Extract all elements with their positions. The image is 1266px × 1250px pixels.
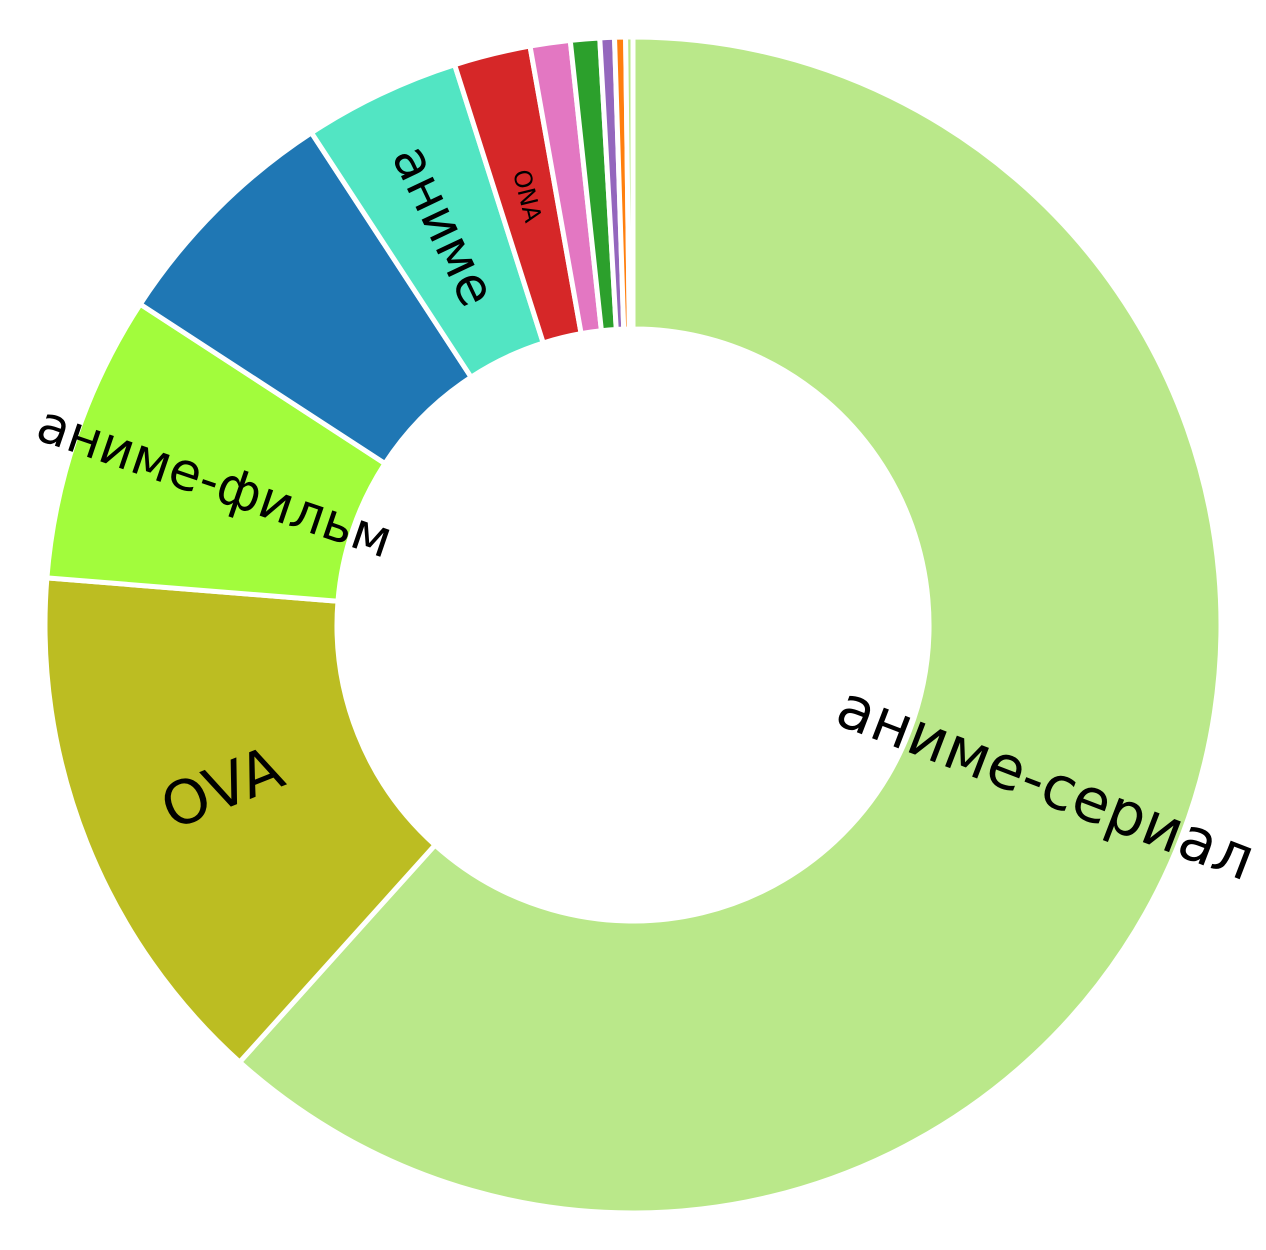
donut-slices bbox=[42, 34, 1224, 1216]
slice-unlabeled-10 bbox=[623, 34, 636, 332]
slice-аниме-сериал bbox=[237, 34, 1224, 1216]
slice-OVA bbox=[42, 575, 438, 1065]
